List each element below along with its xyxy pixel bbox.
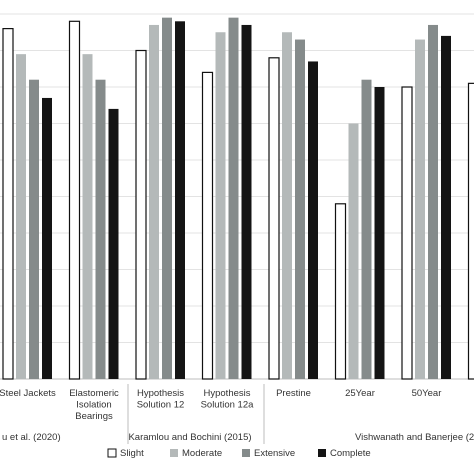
- category-label: 50Year: [412, 388, 442, 399]
- legend-label-slight: Slight: [120, 448, 144, 459]
- bar-complete-50year: [441, 35, 451, 380]
- legend-swatch-moderate: [170, 449, 178, 457]
- bar-extensive-elastomeric-isolation-bearings: [95, 79, 106, 379]
- category-label: Hypothesis Solution 12: [137, 388, 185, 411]
- legend-label-moderate: Moderate: [182, 448, 222, 459]
- bar-complete-steel-jackets: [42, 97, 52, 379]
- bar-extensive-25year: [361, 79, 372, 379]
- bar-slight-50year: [401, 86, 413, 380]
- bar-extensive-steel-jackets: [29, 79, 39, 379]
- group-label: u et al. (2020): [2, 432, 61, 443]
- category-label: 25Year: [345, 388, 375, 399]
- bar-moderate-hypothesis-solution-12: [149, 24, 159, 379]
- bar-slight-hypothesis-solution-12a: [201, 71, 214, 380]
- bar-slight-steel-jackets: [2, 28, 14, 380]
- legend-swatch-extensive: [242, 449, 250, 457]
- legend-label-extensive: Extensive: [254, 448, 295, 459]
- bar-extensive-50year: [428, 24, 438, 379]
- legend: Slight Moderate Extensive Complete: [107, 448, 371, 459]
- bar-extensive-hypothesis-solution-12: [162, 17, 172, 380]
- category-label: Hypothesis Solution 12a: [201, 388, 255, 411]
- bar-extensive-prestine: [295, 39, 305, 380]
- category-label: Steel Jackets: [0, 388, 56, 399]
- group-labels: u et al. (2020) Karamlou and Bochini (201…: [2, 384, 474, 444]
- bar-complete-hypothesis-solution-12: [175, 21, 185, 380]
- category-label: Prestine: [276, 388, 311, 399]
- bar-slight-prestine: [268, 57, 280, 380]
- legend-swatch-slight: [107, 448, 117, 458]
- bar-slight-25year: [334, 203, 347, 380]
- bar-moderate-prestine: [282, 32, 292, 379]
- group-label: Karamlou and Bochini (2015): [128, 432, 251, 443]
- bar-slight-cat7: [467, 82, 474, 380]
- bars: [2, 17, 474, 380]
- category-labels: Steel Jackets Elastomeric Isolation Bearing…: [0, 388, 441, 422]
- bar-complete-elastomeric-isolation-bearings: [108, 108, 119, 380]
- category-label: Elastomeric Isolation Bearings: [69, 388, 119, 422]
- bar-slight-hypothesis-solution-12: [135, 49, 147, 380]
- legend-swatch-complete: [318, 449, 326, 457]
- bar-complete-prestine: [308, 61, 318, 379]
- bar-moderate-hypothesis-solution-12a: [215, 32, 226, 379]
- bar-slight-elastomeric-isolation-bearings: [68, 20, 81, 380]
- bar-moderate-25year: [348, 123, 359, 379]
- bar-moderate-50year: [415, 39, 425, 380]
- bar-complete-hypothesis-solution-12a: [241, 24, 252, 379]
- bar-extensive-hypothesis-solution-12a: [228, 17, 239, 380]
- bar-moderate-elastomeric-isolation-bearings: [82, 54, 93, 380]
- bar-complete-25year: [374, 87, 385, 379]
- group-label: Vishwanath and Banerjee (20: [355, 432, 474, 443]
- legend-label-complete: Complete: [330, 448, 371, 459]
- bar-moderate-steel-jackets: [16, 54, 26, 380]
